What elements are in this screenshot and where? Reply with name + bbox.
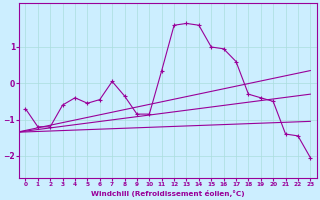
X-axis label: Windchill (Refroidissement éolien,°C): Windchill (Refroidissement éolien,°C) xyxy=(91,190,245,197)
